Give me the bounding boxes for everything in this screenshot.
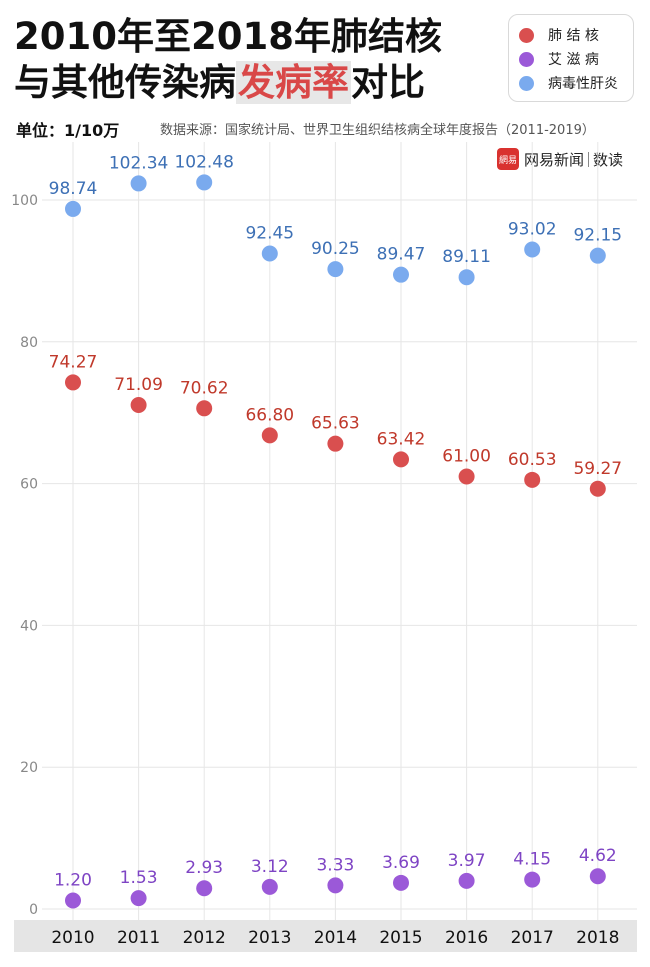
data-label-tuberculosis-2015: 63.42 [377, 429, 426, 449]
legend-label-hepatitis: 病毒性肝炎 [548, 76, 618, 92]
data-label-tuberculosis-2017: 60.53 [508, 450, 557, 470]
point-aids-2016 [458, 872, 475, 889]
x-tick-label-2010: 2010 [51, 928, 94, 948]
point-aids-2014 [327, 877, 344, 894]
x-tick-label-2017: 2017 [511, 928, 554, 948]
data-label-tuberculosis-2018: 59.27 [573, 459, 622, 479]
title-line-2-pre: 与其他传染病 [14, 61, 236, 104]
data-label-aids-2013: 3.12 [251, 857, 289, 877]
data-label-aids-2014: 3.33 [316, 855, 354, 875]
brand-divider [588, 151, 590, 167]
data-label-aids-2010: 1.20 [54, 870, 92, 890]
data-label-hepatitis-2011: 102.34 [109, 153, 168, 173]
legend-item-hepatitis: 病毒性肝炎 [519, 71, 623, 95]
point-tuberculosis-2012 [196, 400, 213, 417]
point-tuberculosis-2018 [589, 480, 606, 497]
legend-dot-aids [519, 51, 534, 67]
data-label-hepatitis-2013: 92.45 [245, 224, 294, 244]
data-label-aids-2011: 1.53 [120, 868, 158, 888]
point-hepatitis-2015 [393, 266, 409, 283]
point-tuberculosis-2014 [327, 435, 344, 452]
point-hepatitis-2017 [524, 241, 541, 258]
data-label-aids-2018: 4.62 [579, 846, 617, 866]
data-label-aids-2017: 4.15 [513, 850, 551, 870]
legend: 肺 结 核 艾 滋 病 病毒性肝炎 [508, 14, 634, 102]
point-tuberculosis-2010 [65, 374, 81, 391]
title-line-2-post: 对比 [351, 61, 425, 104]
source-note: 数据来源：国家统计局、世界卫生组织结核病全球年度报告（2011-2019） [160, 123, 595, 138]
data-label-hepatitis-2016: 89.11 [442, 247, 491, 267]
x-tick-label-2018: 2018 [576, 928, 619, 948]
point-tuberculosis-2011 [130, 396, 147, 413]
x-tick-label-2013: 2013 [248, 928, 291, 948]
y-tick-label-0: 0 [29, 902, 38, 918]
x-axis-band [14, 920, 637, 952]
title-highlight: 发病率 [236, 61, 351, 104]
point-hepatitis-2018 [589, 247, 606, 264]
y-tick-label-60: 60 [20, 477, 38, 493]
legend-label-aids: 艾 滋 病 [548, 52, 599, 68]
data-label-aids-2016: 3.97 [448, 851, 486, 871]
point-aids-2010 [65, 892, 81, 909]
point-hepatitis-2014 [327, 261, 344, 278]
data-label-hepatitis-2018: 92.15 [573, 226, 622, 246]
x-tick-label-2012: 2012 [183, 928, 226, 948]
point-aids-2018 [589, 868, 606, 885]
x-tick-label-2015: 2015 [379, 928, 422, 948]
x-tick-label-2011: 2011 [117, 928, 160, 948]
point-aids-2015 [393, 874, 409, 891]
point-tuberculosis-2015 [393, 451, 409, 468]
data-label-hepatitis-2017: 93.02 [508, 219, 557, 239]
data-label-tuberculosis-2014: 65.63 [311, 414, 360, 434]
point-aids-2017 [524, 871, 541, 888]
y-tick-label-40: 40 [20, 618, 38, 634]
y-tick-label-20: 20 [20, 760, 38, 776]
point-hepatitis-2011 [130, 175, 147, 192]
x-tick-label-2014: 2014 [314, 928, 357, 948]
data-label-hepatitis-2014: 90.25 [311, 239, 360, 259]
chart-title: 2010年至2018年肺结核 与其他传染病发病率对比 [14, 14, 442, 106]
data-label-hepatitis-2015: 89.47 [377, 245, 426, 265]
data-label-tuberculosis-2010: 74.27 [49, 352, 98, 372]
data-label-tuberculosis-2013: 66.80 [245, 405, 294, 425]
legend-label-tuberculosis: 肺 结 核 [548, 28, 599, 44]
legend-item-tuberculosis: 肺 结 核 [519, 23, 623, 47]
data-label-tuberculosis-2011: 71.09 [114, 375, 163, 395]
data-label-aids-2012: 2.93 [185, 858, 223, 878]
point-tuberculosis-2013 [261, 427, 278, 444]
brand-section: 数读 [593, 150, 624, 169]
data-label-aids-2015: 3.69 [382, 853, 420, 873]
unit-label: 单位：1/10万 [16, 121, 120, 140]
point-hepatitis-2013 [261, 245, 278, 262]
legend-item-aids: 艾 滋 病 [519, 47, 623, 71]
legend-dot-hepatitis [519, 75, 534, 91]
brand-logo-icon: 網易 [497, 148, 519, 170]
data-label-hepatitis-2012: 102.48 [174, 152, 233, 172]
brand-name: 网易新闻 [524, 150, 585, 169]
point-aids-2011 [130, 890, 147, 907]
data-label-tuberculosis-2012: 70.62 [180, 378, 229, 398]
brand: 網易 网易新闻 数读 [497, 148, 623, 170]
point-tuberculosis-2016 [458, 468, 475, 485]
data-label-hepatitis-2010: 98.74 [49, 179, 98, 199]
point-hepatitis-2016 [458, 269, 475, 286]
x-tick-label-2016: 2016 [445, 928, 488, 948]
point-aids-2012 [196, 880, 213, 897]
point-aids-2013 [261, 878, 278, 895]
title-line-1: 2010年至2018年肺结核 [14, 15, 442, 58]
point-tuberculosis-2017 [524, 471, 541, 488]
legend-dot-tuberculosis [519, 27, 534, 43]
y-tick-label-80: 80 [20, 335, 38, 351]
point-hepatitis-2012 [196, 174, 213, 191]
title-line-2: 与其他传染病发病率对比 [14, 60, 442, 106]
y-tick-label-100: 100 [11, 193, 38, 209]
point-hepatitis-2010 [65, 200, 81, 217]
data-label-tuberculosis-2016: 61.00 [442, 447, 491, 467]
